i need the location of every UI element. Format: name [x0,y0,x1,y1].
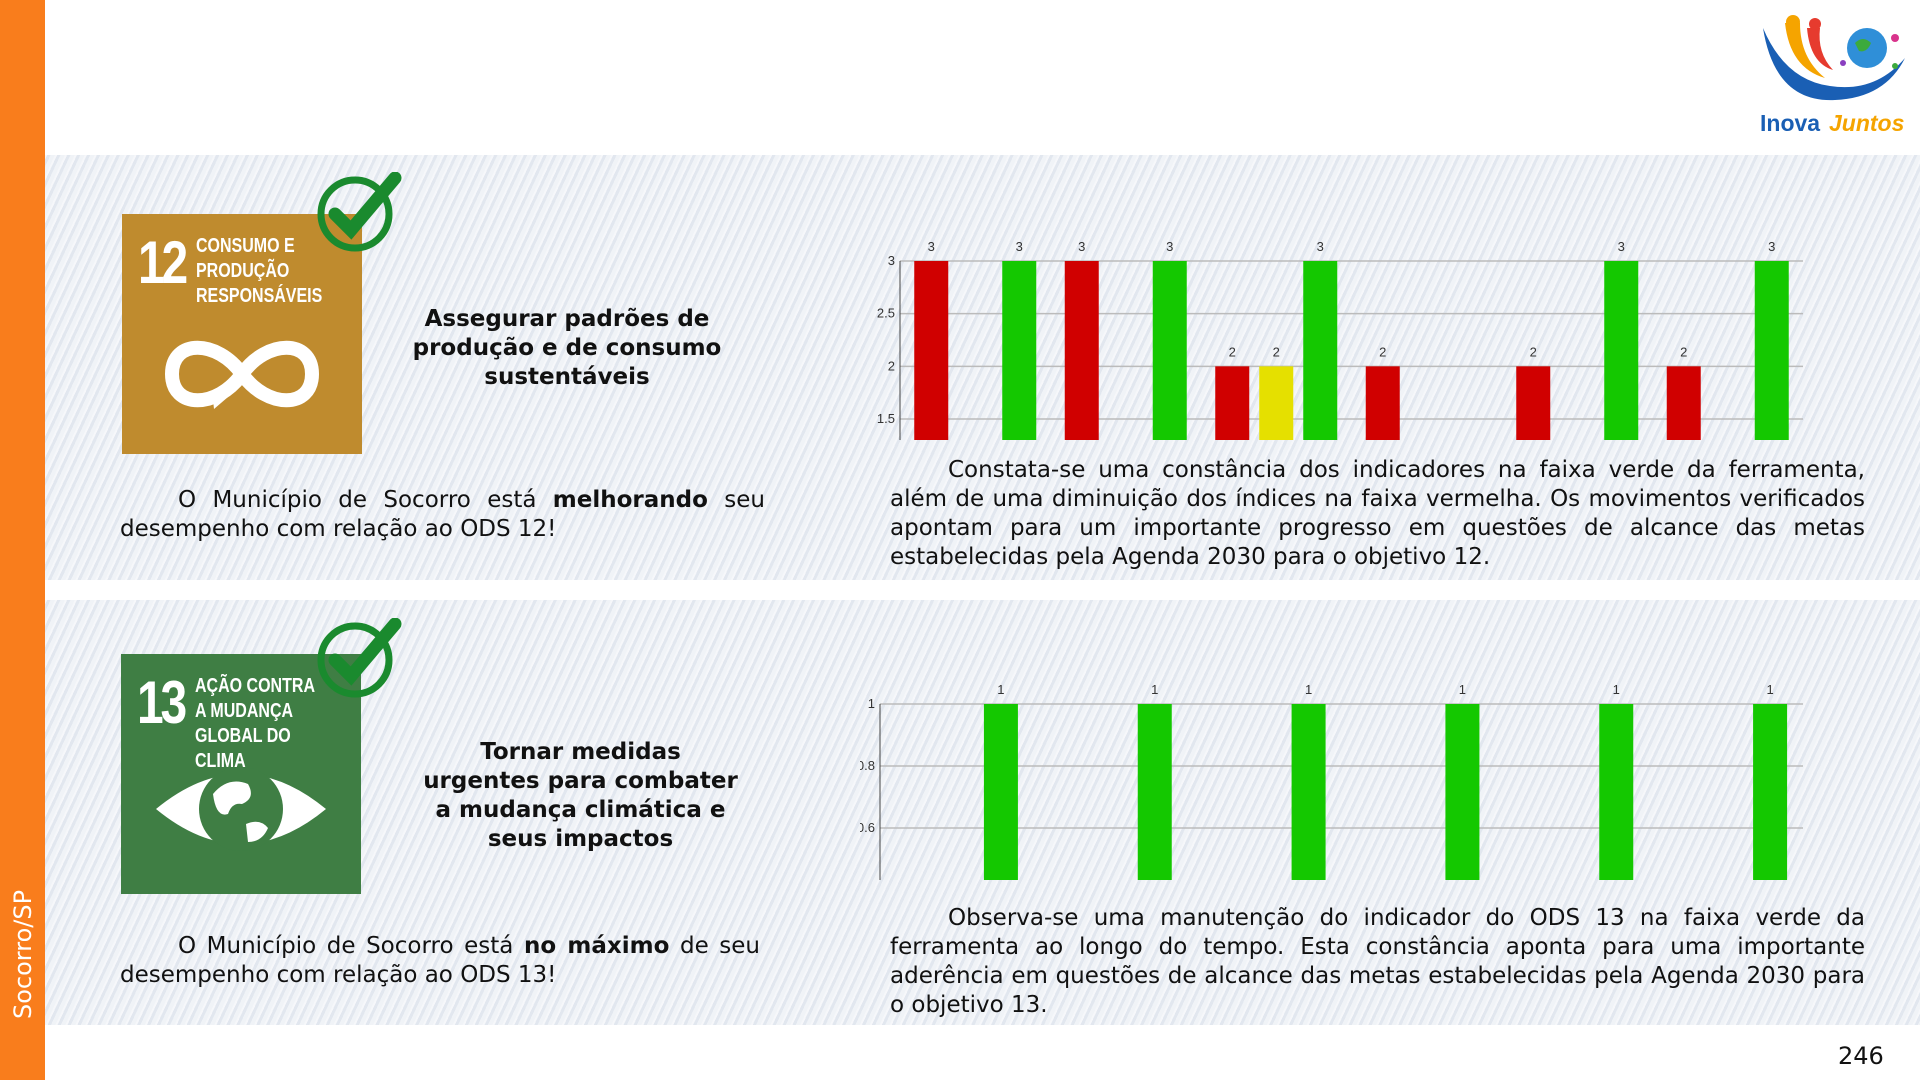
data-label: 2 [1379,344,1386,359]
data-label: 1 [1613,682,1620,697]
status-text: seu desempenho com relação ao ODS 12! [120,487,765,542]
data-label: 1 [1766,682,1773,697]
bar-verde [983,704,1018,880]
eye-globe-icon [156,767,326,851]
data-label: 1 [1459,682,1466,697]
ods-number: 12 [138,229,188,296]
bar-verde [1291,704,1326,880]
bar-vermelha [1215,366,1250,440]
status-text: de seu desempenho com relação ao ODS 13! [120,933,761,988]
bar-verde [1753,704,1788,880]
data-label: 3 [1166,239,1173,254]
bar-vermelha [1064,261,1099,440]
status-emphasis: melhorando [552,487,708,513]
bar-verde [1002,261,1037,440]
data-label: 1 [1151,682,1158,697]
ods-12-bar-chart: 00.511.522.53201731320183132019223202021… [877,239,1803,440]
bar-vermelha [1516,366,1551,440]
bar-vermelha [1365,366,1400,440]
y-tick-label: 1 [868,696,875,711]
bar-vermelha [1666,366,1701,440]
check-icon [317,172,402,252]
data-label: 3 [1016,239,1023,254]
data-label: 2 [1273,344,1280,359]
ods-12-icon: 12 Consumo e produção responsáveis [122,214,362,454]
ods-12-status: O Município de Socorro está melhorando s… [120,486,765,544]
data-label: 2 [1530,344,1537,359]
logo-text-inova: Inova [1760,110,1820,136]
sidebar-label: Socorro/SP [9,889,37,1019]
bar-verde [1599,704,1634,880]
ods-13-analysis: Observa-se uma manutenção do indicador d… [890,905,1865,1018]
ods-13-bar-chart: 00.20.40.60.8120170012018001201900120200… [860,682,1803,880]
ods-title: Consumo e produção responsáveis [196,235,323,307]
bar-verde [1152,261,1187,440]
data-label: 2 [1680,344,1687,359]
bar-verde [1604,261,1639,440]
ods-13-goal-title: Tornar medidas urgentes para combater a … [423,739,738,852]
sidebar-strip: Socorro/SP [0,0,45,1080]
ods-number: 13 [137,669,187,736]
y-tick-label: 0.6 [860,820,875,835]
bar-verde [1754,261,1789,440]
y-tick-label: 3 [888,253,895,268]
ods-12-goal-title: Assegurar padrões de produção e de consu… [412,306,722,390]
y-tick-label: 0.8 [860,758,875,773]
bar-verde [1303,261,1338,440]
bar-verde [1137,704,1172,880]
y-tick-label: 2.5 [877,306,895,321]
ods-12-analysis: Constata-se uma constância dos indicador… [890,457,1865,570]
data-label: 3 [1317,239,1324,254]
bar-verde [1445,704,1480,880]
data-label: 3 [928,239,935,254]
data-label: 3 [1618,239,1625,254]
data-label: 3 [1078,239,1085,254]
data-label: 1 [1305,682,1312,697]
data-label: 3 [1768,239,1775,254]
ods-13-status: O Município de Socorro está no máximo de… [120,932,760,990]
logo-text-juntos: Juntos [1829,110,1904,136]
status-text: O Município de Socorro está [178,487,553,513]
ods-13-icon: 13 Ação contra a mudança global do clima [121,654,361,894]
check-icon [317,618,402,698]
status-text: O Município de Socorro está [178,933,524,959]
bar-vermelha [914,261,949,440]
data-label: 2 [1229,344,1236,359]
inova-juntos-logo: Inova Juntos [1760,15,1905,136]
bar-amarela [1259,366,1294,440]
ods-title: Ação contra a mudança global do clima [195,675,315,772]
y-tick-label: 1.5 [877,411,895,426]
infinity-icon [164,340,320,409]
page-number: 246 [1838,1042,1884,1070]
data-label: 1 [997,682,1004,697]
status-emphasis: no máximo [523,933,670,959]
y-tick-label: 2 [888,358,895,373]
